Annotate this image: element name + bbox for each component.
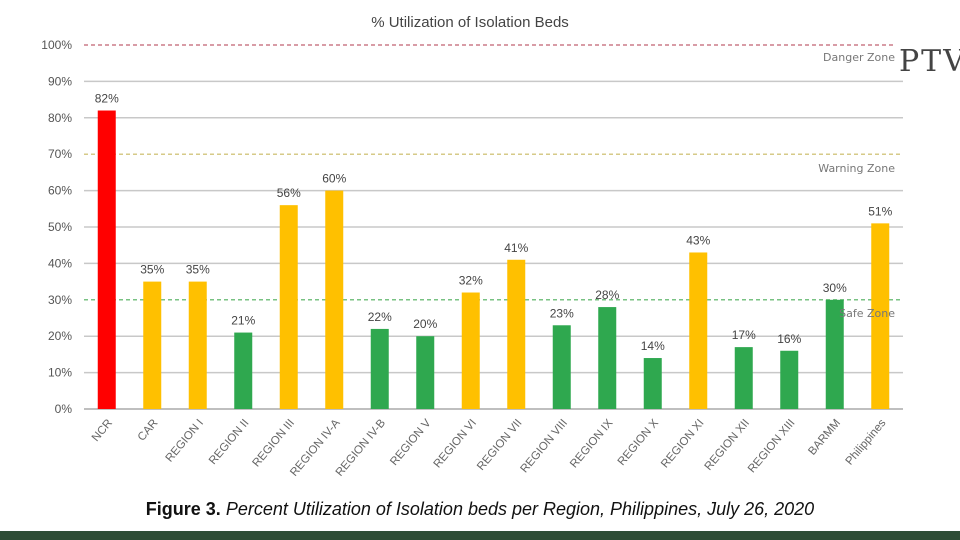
y-tick-label: 100% <box>41 38 72 52</box>
x-tick-label: REGION XIII <box>746 417 798 475</box>
data-label: 51% <box>868 204 892 218</box>
data-label: 32% <box>459 274 483 288</box>
zone-label: Warning Zone <box>818 162 895 175</box>
data-label: 43% <box>686 233 710 247</box>
bottom-band <box>0 531 960 540</box>
bar <box>552 325 571 409</box>
figure-caption: Figure 3. Percent Utilization of Isolati… <box>0 499 960 520</box>
data-label: 23% <box>550 306 574 320</box>
data-label: 21% <box>231 314 255 328</box>
x-tick-label: REGION V <box>388 417 434 468</box>
data-label: 20% <box>413 317 437 331</box>
data-label: 30% <box>823 281 847 295</box>
data-label: 41% <box>504 241 528 255</box>
data-label: 16% <box>777 332 801 346</box>
caption-label: Figure 3. <box>145 499 221 519</box>
caption-text: Percent Utilization of Isolation beds pe… <box>225 499 815 519</box>
x-tick-label: REGION VI <box>432 417 479 470</box>
bar <box>825 299 844 409</box>
x-tick-label: REGION I <box>164 417 206 464</box>
x-tick-label: REGION VIII <box>519 417 571 475</box>
data-label: 35% <box>140 263 164 277</box>
data-label: 14% <box>641 339 665 353</box>
data-label: 17% <box>732 328 756 342</box>
bar <box>97 110 116 410</box>
x-tick-label: REGION II <box>207 417 252 467</box>
x-tick-label: Philippines <box>844 417 889 468</box>
data-label: 56% <box>277 186 301 200</box>
data-label: 82% <box>95 92 119 106</box>
bar <box>279 205 298 409</box>
x-tick-label: REGION IX <box>568 417 616 470</box>
x-tick-label: NCR <box>90 417 115 444</box>
bar <box>871 223 890 409</box>
x-tick-label: REGION VII <box>475 417 524 473</box>
x-tick-label: CAR <box>136 417 161 443</box>
y-tick-label: 70% <box>48 147 72 161</box>
bar <box>370 328 389 409</box>
data-label: 35% <box>186 263 210 277</box>
y-tick-label: 0% <box>55 402 73 416</box>
x-tick-label: REGION IV-B <box>334 417 389 479</box>
y-tick-label: 90% <box>48 74 72 88</box>
bar <box>325 190 344 409</box>
bar <box>598 307 617 409</box>
x-tick-label: REGION III <box>250 417 297 469</box>
data-label: 60% <box>322 172 346 186</box>
bar <box>143 281 162 409</box>
bar <box>507 259 526 409</box>
x-tick-label: BARMM <box>806 417 843 458</box>
y-tick-label: 40% <box>48 256 72 270</box>
zone-label: Danger Zone <box>823 51 895 64</box>
bar <box>416 336 435 409</box>
chart-title: % Utilization of Isolation Beds <box>371 14 569 31</box>
x-tick-label: REGION XI <box>659 417 706 470</box>
y-tick-label: 60% <box>48 184 72 198</box>
bar <box>643 358 662 409</box>
bar <box>780 350 799 409</box>
bar <box>234 332 253 409</box>
zone-label: Safe Zone <box>839 307 895 320</box>
bar <box>461 292 480 409</box>
bar <box>734 347 753 409</box>
bar <box>689 252 708 409</box>
y-tick-label: 50% <box>48 220 72 234</box>
ptv-logo: PTV <box>895 44 960 79</box>
y-tick-label: 30% <box>48 293 72 307</box>
bar <box>188 281 207 409</box>
y-tick-label: 10% <box>48 366 72 380</box>
data-label: 28% <box>595 288 619 302</box>
x-tick-label: REGION X <box>616 417 662 468</box>
x-tick-label: REGION XII <box>703 417 752 473</box>
data-label: 22% <box>368 310 392 324</box>
y-tick-label: 80% <box>48 111 72 125</box>
y-tick-label: 20% <box>48 329 72 343</box>
